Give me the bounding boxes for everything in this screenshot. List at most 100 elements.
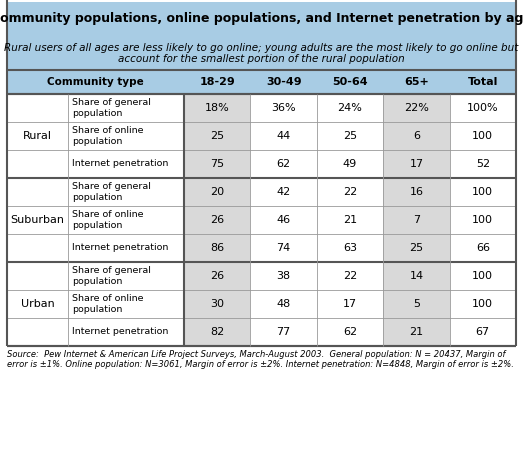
Text: 100: 100 — [472, 299, 493, 309]
Text: 100: 100 — [472, 187, 493, 197]
Bar — [450, 178, 516, 206]
Bar — [383, 122, 450, 150]
Bar — [251, 262, 317, 290]
Text: 25: 25 — [210, 131, 224, 141]
Text: 5: 5 — [413, 299, 420, 309]
Text: 48: 48 — [277, 299, 291, 309]
Bar — [383, 234, 450, 262]
Bar — [68, 318, 184, 346]
Text: Share of online
population: Share of online population — [72, 126, 143, 146]
Bar — [7, 150, 68, 178]
Text: Share of online
population: Share of online population — [72, 210, 143, 230]
Text: 18-29: 18-29 — [199, 77, 235, 87]
Text: 100: 100 — [472, 131, 493, 141]
Text: Internet penetration: Internet penetration — [72, 244, 168, 253]
Bar — [184, 122, 251, 150]
Bar — [317, 94, 383, 122]
Bar — [68, 150, 184, 178]
Bar — [68, 290, 184, 318]
Text: 25: 25 — [410, 243, 424, 253]
Bar — [7, 70, 516, 94]
Text: Share of online
population: Share of online population — [72, 295, 143, 314]
Text: Community populations, online populations, and Internet penetration by age: Community populations, online population… — [0, 12, 523, 25]
Bar — [450, 290, 516, 318]
Text: 42: 42 — [277, 187, 291, 197]
Text: 14: 14 — [410, 271, 424, 281]
Text: Share of general
population: Share of general population — [72, 182, 151, 202]
Text: 26: 26 — [210, 271, 224, 281]
Text: Share of general
population: Share of general population — [72, 266, 151, 285]
Bar — [383, 262, 450, 290]
Bar — [383, 206, 450, 234]
Text: Source:  Pew Internet & American Life Project Surveys, March-August 2003.  Gener: Source: Pew Internet & American Life Pro… — [7, 350, 514, 369]
Bar — [383, 150, 450, 178]
Bar — [251, 206, 317, 234]
Bar — [68, 178, 184, 206]
Bar — [7, 122, 68, 150]
Bar — [68, 122, 184, 150]
Bar — [184, 94, 251, 122]
Text: 24%: 24% — [337, 103, 362, 113]
Bar — [7, 0, 516, 70]
Text: 30: 30 — [210, 299, 224, 309]
Bar — [7, 206, 68, 234]
Bar — [317, 290, 383, 318]
Bar — [7, 2, 516, 70]
Bar — [251, 178, 317, 206]
Text: 100: 100 — [472, 271, 493, 281]
Text: 44: 44 — [277, 131, 291, 141]
Text: 26: 26 — [210, 215, 224, 225]
Text: Rural users of all ages are less likely to go online; young adults are the most : Rural users of all ages are less likely … — [4, 43, 519, 64]
Bar — [383, 178, 450, 206]
Bar — [317, 206, 383, 234]
Bar — [7, 234, 68, 262]
Bar — [251, 290, 317, 318]
Text: 75: 75 — [210, 159, 224, 169]
Bar — [68, 206, 184, 234]
Bar — [7, 262, 68, 290]
Bar — [317, 234, 383, 262]
Bar — [450, 206, 516, 234]
Bar — [450, 122, 516, 150]
Bar — [184, 178, 251, 206]
Bar — [68, 94, 184, 122]
Text: 66: 66 — [476, 243, 490, 253]
Text: 62: 62 — [277, 159, 291, 169]
Text: 100%: 100% — [467, 103, 498, 113]
Bar — [184, 206, 251, 234]
Text: 74: 74 — [277, 243, 291, 253]
Bar — [450, 234, 516, 262]
Text: 6: 6 — [413, 131, 420, 141]
Text: Internet penetration: Internet penetration — [72, 327, 168, 336]
Text: 67: 67 — [476, 327, 490, 337]
Bar — [184, 318, 251, 346]
Text: 77: 77 — [277, 327, 291, 337]
Text: 30-49: 30-49 — [266, 77, 301, 87]
Text: 25: 25 — [343, 131, 357, 141]
Bar — [68, 234, 184, 262]
Bar — [7, 178, 68, 206]
Text: Rural: Rural — [23, 131, 52, 141]
Bar — [317, 178, 383, 206]
Text: 21: 21 — [410, 327, 424, 337]
Text: 49: 49 — [343, 159, 357, 169]
Bar — [251, 234, 317, 262]
Text: 17: 17 — [410, 159, 424, 169]
Text: 52: 52 — [476, 159, 490, 169]
Bar — [184, 290, 251, 318]
Text: 17: 17 — [343, 299, 357, 309]
Bar — [450, 94, 516, 122]
Text: 22: 22 — [343, 187, 357, 197]
Text: 16: 16 — [410, 187, 424, 197]
Bar — [251, 318, 317, 346]
Text: Total: Total — [468, 77, 498, 87]
Bar — [68, 262, 184, 290]
Text: 22: 22 — [343, 271, 357, 281]
Bar — [383, 318, 450, 346]
Bar — [450, 318, 516, 346]
Text: Community type: Community type — [47, 77, 144, 87]
Bar — [317, 122, 383, 150]
Bar — [383, 290, 450, 318]
Text: 21: 21 — [343, 215, 357, 225]
Text: Suburban: Suburban — [10, 215, 64, 225]
